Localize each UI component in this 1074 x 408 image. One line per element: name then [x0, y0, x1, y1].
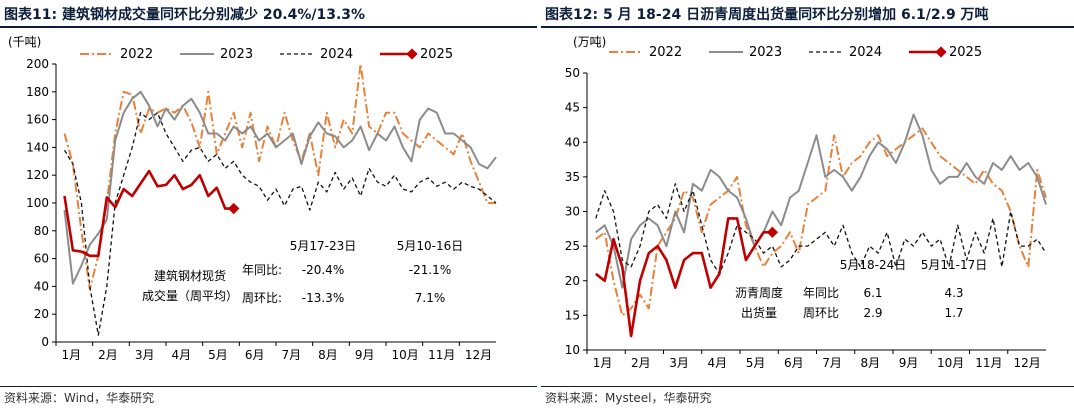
right-chart-source: 资料来源：Mysteel，华泰研究 [545, 391, 712, 405]
y-tick-label: 200 [26, 57, 49, 71]
x-tick-label: 1月 [62, 348, 82, 362]
left-source-rule [0, 386, 537, 387]
y-axis-unit-label: (万吨) [573, 35, 606, 49]
y-tick-label: 45 [565, 101, 580, 115]
y-tick-label: 35 [565, 170, 580, 184]
x-tick-label: 5月 [746, 356, 766, 370]
series-end-marker-2025 [228, 202, 240, 215]
right-source-rule [541, 386, 1074, 387]
right-title-rule [541, 26, 1074, 28]
y-tick-label: 20 [34, 307, 49, 321]
legend-label-2024: 2024 [320, 47, 353, 62]
annotation-col2-header: 5月10-16日 [397, 239, 464, 253]
legend-marker-2025 [406, 48, 418, 60]
right-chart-title-bar: 图表12: 5 月 18-24 日沥青周度出货量同环比分别增加 6.1/2.9 … [541, 0, 1074, 26]
annotation-row1-label: 年同比: [242, 263, 282, 277]
right-chart-panel: 图表12: 5 月 18-24 日沥青周度出货量同环比分别增加 6.1/2.9 … [541, 0, 1074, 408]
annotation-row2-value2: 1.7 [944, 306, 963, 320]
y-tick-label: 25 [565, 239, 580, 253]
x-tick-label: 10月 [937, 356, 964, 370]
annotation-col2-header: 5月11-17日 [921, 258, 988, 272]
x-tick-label: 2月 [631, 356, 651, 370]
x-tick-label: 6月 [245, 348, 265, 362]
annotation-label-line1: 沥青周度 [735, 285, 783, 300]
x-tick-label: 8月 [860, 356, 880, 370]
y-tick-label: 160 [26, 113, 49, 127]
series-line-2022 [63, 63, 496, 291]
y-tick-label: 30 [565, 205, 580, 219]
annotation-col1-header: 5月18-24日 [840, 258, 907, 272]
annotation-label-line2: 出货量 [741, 305, 777, 320]
x-tick-label: 7月 [282, 348, 302, 362]
y-tick-label: 40 [565, 135, 580, 149]
y-tick-label: 80 [34, 224, 49, 238]
x-tick-label: 7月 [822, 356, 842, 370]
x-tick-label: 10月 [392, 348, 419, 362]
annotation-row1-value1: -20.4% [302, 263, 344, 277]
x-tick-label: 4月 [172, 348, 192, 362]
annotation-row2-value1: 2.9 [863, 306, 882, 320]
series-line-2023 [63, 90, 497, 285]
series-line-2024 [595, 183, 1047, 275]
y-tick-label: 100 [26, 196, 49, 210]
annotation-row1-label: 年同比 [803, 286, 839, 300]
annotation-row1-value2: -21.1% [409, 263, 451, 277]
series-line-2024 [63, 112, 497, 336]
y-tick-label: 140 [26, 140, 49, 154]
x-tick-label: 11月 [975, 356, 1002, 370]
x-tick-label: 1月 [593, 356, 613, 370]
left-line-chart: (千吨) 0 20 40 60 80 100 120 140 160 180 200 1月 2月 3月 4月 5… [8, 35, 497, 362]
series-end-marker-2025 [766, 226, 779, 238]
series-line-2023 [595, 113, 1047, 289]
y-axis-unit-label: (千吨) [8, 35, 41, 49]
x-tick-label: 6月 [784, 356, 804, 370]
legend-label-2022: 2022 [649, 45, 682, 60]
legend-marker-2025 [935, 46, 947, 58]
legend-label-2023: 2023 [220, 47, 253, 62]
y-tick-label: 50 [565, 66, 580, 80]
legend-label-2023: 2023 [749, 45, 782, 60]
legend-label-2025: 2025 [420, 47, 453, 62]
legend-label-2022: 2022 [120, 47, 153, 62]
legend-label-2024: 2024 [849, 45, 882, 60]
x-tick-label: 12月 [465, 348, 492, 362]
x-tick-label: 3月 [135, 348, 155, 362]
y-tick-label: 0 [41, 335, 49, 349]
annotation-row1-value1: 6.1 [863, 286, 882, 300]
y-tick-label: 40 [34, 279, 49, 293]
x-tick-label: 5月 [208, 348, 228, 362]
annotation-row2-label: 周环比 [803, 306, 839, 320]
annotation-col1-header: 5月17-23日 [290, 239, 357, 253]
left-chart-panel: 图表11: 建筑钢材成交量同环比分别减少 20.4%/13.3% (千吨) 0 20… [0, 0, 537, 405]
y-tick-label: 10 [565, 343, 580, 357]
x-tick-label: 4月 [707, 356, 727, 370]
left-title-rule [0, 26, 537, 28]
annotation-row1-value2: 4.3 [944, 286, 963, 300]
y-tick-label: 120 [26, 168, 49, 182]
series-line-2025 [594, 217, 773, 338]
x-tick-label: 9月 [899, 356, 919, 370]
y-tick-label: 20 [565, 274, 580, 288]
x-tick-label: 8月 [318, 348, 338, 362]
left-chart-title-bar: 图表11: 建筑钢材成交量同环比分别减少 20.4%/13.3% [0, 0, 537, 26]
annotation-row2-value1: -13.3% [302, 291, 344, 305]
annotation-label-line2: 成交量（周平均） [142, 288, 238, 303]
x-tick-label: 12月 [1013, 356, 1040, 370]
y-tick-label: 15 [565, 308, 580, 322]
x-tick-label: 2月 [98, 348, 118, 362]
legend-label-2025: 2025 [949, 45, 982, 60]
right-chart-title: 图表12: 5 月 18-24 日沥青周度出货量同环比分别增加 6.1/2.9 … [545, 7, 989, 23]
x-tick-label: 3月 [669, 356, 689, 370]
x-tick-label: 9月 [355, 348, 375, 362]
series-line-2025 [63, 169, 234, 258]
y-tick-label: 180 [26, 85, 49, 99]
annotation-row2-value2: 7.1% [415, 291, 446, 305]
annotation-label-line1: 建筑钢材现货 [154, 268, 226, 283]
left-chart-source: 资料来源：Wind，华泰研究 [4, 391, 155, 405]
y-tick-label: 60 [34, 252, 49, 266]
left-chart-title: 图表11: 建筑钢材成交量同环比分别减少 20.4%/13.3% [4, 7, 366, 23]
x-tick-label: 11月 [428, 348, 455, 362]
annotation-row2-label: 周环比: [242, 291, 282, 305]
